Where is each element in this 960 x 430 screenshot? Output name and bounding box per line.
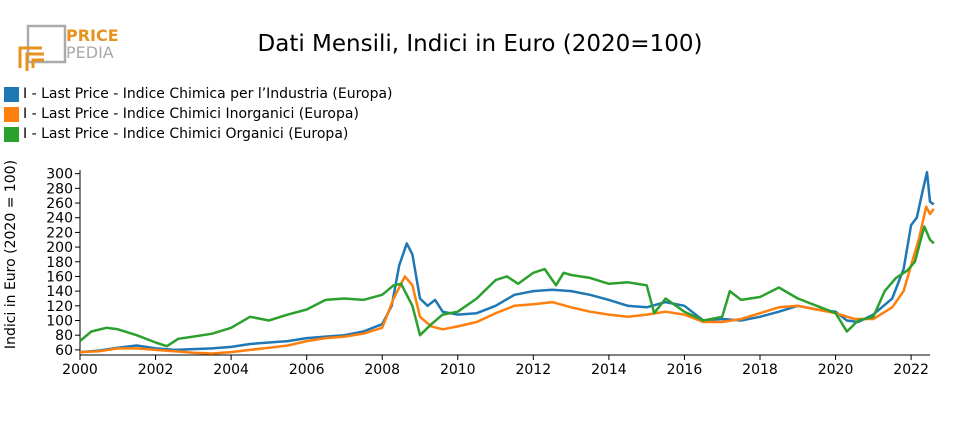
y-axis-label: Indici in Euro (2020 = 100) xyxy=(3,160,19,349)
series-line-industria xyxy=(79,170,935,354)
series-line-organici xyxy=(79,225,935,348)
y-tick-label: 140 xyxy=(46,284,73,300)
pricepedia-logo: PRICE PEDIA xyxy=(18,24,128,74)
x-tick-label: 2018 xyxy=(742,362,778,378)
legend-item-industria[interactable]: I - Last Price - Indice Chimica per l’In… xyxy=(4,84,393,104)
y-tick-label: 240 xyxy=(46,211,73,227)
y-tick-label: 60 xyxy=(55,343,73,359)
y-tick-label: 80 xyxy=(55,328,73,344)
x-tick-label: 2012 xyxy=(516,362,552,378)
legend: I - Last Price - Indice Chimica per l’In… xyxy=(4,84,393,144)
y-tick-label: 200 xyxy=(46,240,73,256)
x-tick-label: 2002 xyxy=(138,362,174,378)
y-tick-label: 180 xyxy=(46,255,73,271)
legend-swatch-inorganici xyxy=(4,106,19,122)
legend-item-inorganici[interactable]: I - Last Price - Indice Chimici Inorgani… xyxy=(4,104,393,124)
logo-word-pedia: PEDIA xyxy=(66,43,114,62)
legend-item-organici[interactable]: I - Last Price - Indice Chimici Organici… xyxy=(4,124,393,144)
legend-label-inorganici: I - Last Price - Indice Chimici Inorgani… xyxy=(23,106,359,122)
legend-label-industria: I - Last Price - Indice Chimica per l’In… xyxy=(23,86,393,102)
y-tick-label: 280 xyxy=(46,181,73,197)
chart-title: Dati Mensili, Indici in Euro (2020=100) xyxy=(257,31,703,57)
y-tick-label: 300 xyxy=(46,167,73,183)
x-tick-label: 2014 xyxy=(591,362,627,378)
x-tick-label: 2010 xyxy=(440,362,476,378)
logo-word-price: PRICE xyxy=(66,26,119,45)
x-tick-label: 2016 xyxy=(667,362,703,378)
x-tick-label: 2004 xyxy=(213,362,249,378)
x-tick-label: 2000 xyxy=(62,362,98,378)
legend-swatch-organici xyxy=(4,126,19,142)
x-tick-label: 2020 xyxy=(818,362,854,378)
y-tick-label: 260 xyxy=(46,196,73,212)
y-tick-label: 100 xyxy=(46,313,73,329)
x-tick-label: 2006 xyxy=(289,362,325,378)
y-tick-label: 160 xyxy=(46,269,73,285)
y-tick-label: 220 xyxy=(46,225,73,241)
x-tick-label: 2022 xyxy=(893,362,929,378)
x-tick-label: 2008 xyxy=(364,362,400,378)
y-tick-label: 120 xyxy=(46,299,73,315)
legend-label-organici: I - Last Price - Indice Chimici Organici… xyxy=(23,126,349,142)
legend-swatch-industria xyxy=(4,86,19,102)
series-line-inorganici xyxy=(79,205,935,355)
